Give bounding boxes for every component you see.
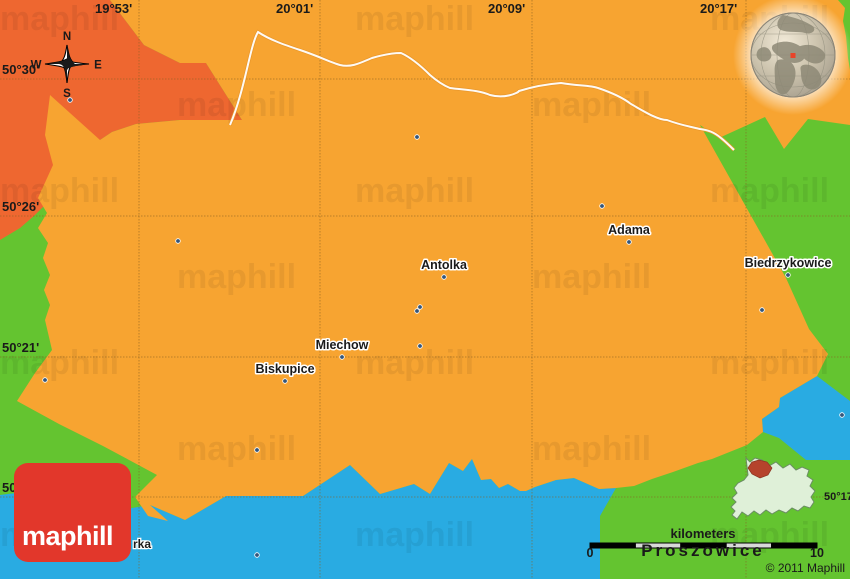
svg-text:E: E xyxy=(94,60,102,72)
svg-text:rka: rka xyxy=(133,537,151,551)
svg-text:0: 0 xyxy=(587,546,594,560)
svg-text:Proszowice: Proszowice xyxy=(641,541,765,560)
svg-text:N: N xyxy=(63,31,71,43)
svg-text:50°17': 50°17' xyxy=(824,491,850,503)
svg-text:50°26': 50°26' xyxy=(2,199,39,214)
svg-text:20°01': 20°01' xyxy=(276,1,313,16)
svg-text:Adama: Adama xyxy=(608,223,651,237)
svg-text:20°09': 20°09' xyxy=(488,1,525,16)
svg-text:10: 10 xyxy=(810,546,824,560)
svg-text:19°53': 19°53' xyxy=(95,1,132,16)
svg-text:50°21': 50°21' xyxy=(2,340,39,355)
svg-text:Biedrzykowice: Biedrzykowice xyxy=(745,256,832,270)
svg-text:Biskupice: Biskupice xyxy=(255,362,314,376)
svg-text:Antolka: Antolka xyxy=(421,258,468,272)
svg-text:kilometers: kilometers xyxy=(670,526,735,541)
svg-text:Miechow: Miechow xyxy=(316,338,369,352)
svg-text:20°17': 20°17' xyxy=(700,1,737,16)
svg-text:50°30': 50°30' xyxy=(2,62,39,77)
svg-text:© 2011 Maphill: © 2011 Maphill xyxy=(766,561,845,575)
